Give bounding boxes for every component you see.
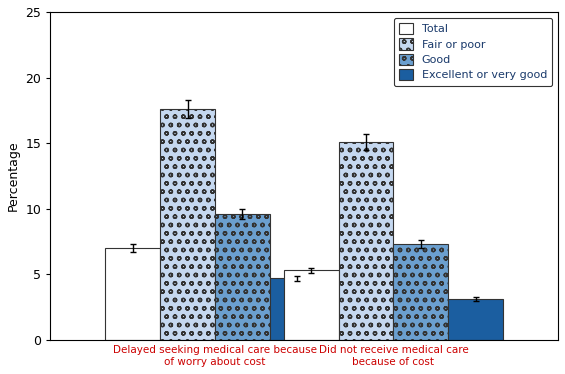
Bar — [105, 248, 160, 340]
Bar — [215, 214, 270, 340]
Y-axis label: Percentage: Percentage — [7, 141, 20, 211]
Bar — [160, 109, 215, 340]
Bar — [270, 278, 325, 340]
Bar — [284, 270, 338, 340]
Bar — [393, 244, 448, 340]
Legend: Total, Fair or poor, Good, Excellent or very good: Total, Fair or poor, Good, Excellent or … — [394, 18, 553, 86]
Bar — [338, 142, 393, 340]
Bar — [448, 299, 503, 340]
